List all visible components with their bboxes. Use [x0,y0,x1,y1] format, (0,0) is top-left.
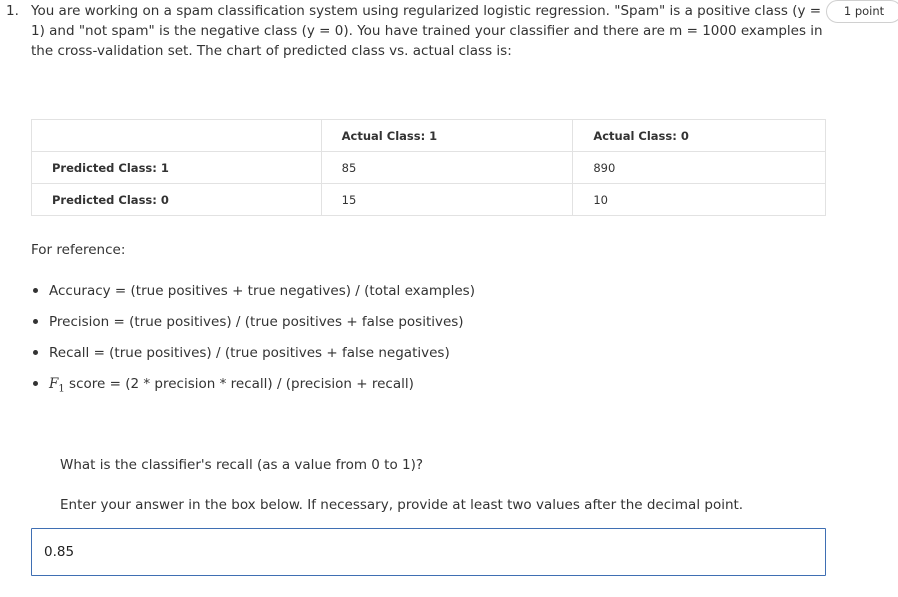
accuracy-formula: Accuracy = (true positives + true negati… [49,283,475,299]
f1-subscript: 1 [58,383,65,395]
question-text: You are working on a spam classification… [31,3,823,59]
answer-input[interactable] [31,528,826,576]
row-label-predicted-1: Predicted Class: 1 [31,151,322,184]
f1-symbol: F1 [49,376,65,395]
table-row: Predicted Class: 1 85 890 [31,151,826,184]
bullet-icon [33,288,38,293]
f1-formula: score = (2 * precision * recall) / (prec… [69,376,414,392]
bullet-icon [33,381,38,386]
table-row: Predicted Class: 0 15 10 [31,183,826,216]
bullet-icon [33,350,38,355]
recall-question: What is the classifier's recall (as a va… [60,457,424,473]
row-label-predicted-0: Predicted Class: 0 [31,183,322,216]
table-header-actual-1: Actual Class: 1 [320,119,574,152]
question-number: 1. [6,3,19,19]
reference-heading: For reference: [31,242,126,258]
list-item: Precision = (true positives) / (true pos… [31,312,475,343]
cell-true-negatives: 10 [572,183,826,216]
table-header-empty [31,119,322,152]
table-header-row: Actual Class: 1 Actual Class: 0 [31,119,826,152]
list-item: Accuracy = (true positives + true negati… [31,281,475,312]
table-header-actual-0: Actual Class: 0 [572,119,826,152]
bullet-icon [33,319,38,324]
answer-instruction: Enter your answer in the box below. If n… [60,497,744,513]
cell-false-negatives: 15 [320,183,574,216]
list-item: Recall = (true positives) / (true positi… [31,343,475,374]
cell-false-positives: 890 [572,151,826,184]
confusion-matrix-table: Actual Class: 1 Actual Class: 0 Predicte… [31,119,826,216]
points-badge: 1 point [826,0,898,23]
formula-list: Accuracy = (true positives + true negati… [31,281,475,405]
precision-formula: Precision = (true positives) / (true pos… [49,314,464,330]
list-item: F1 score = (2 * precision * recall) / (p… [31,374,475,405]
cell-true-positives: 85 [320,151,574,184]
recall-formula: Recall = (true positives) / (true positi… [49,345,450,361]
